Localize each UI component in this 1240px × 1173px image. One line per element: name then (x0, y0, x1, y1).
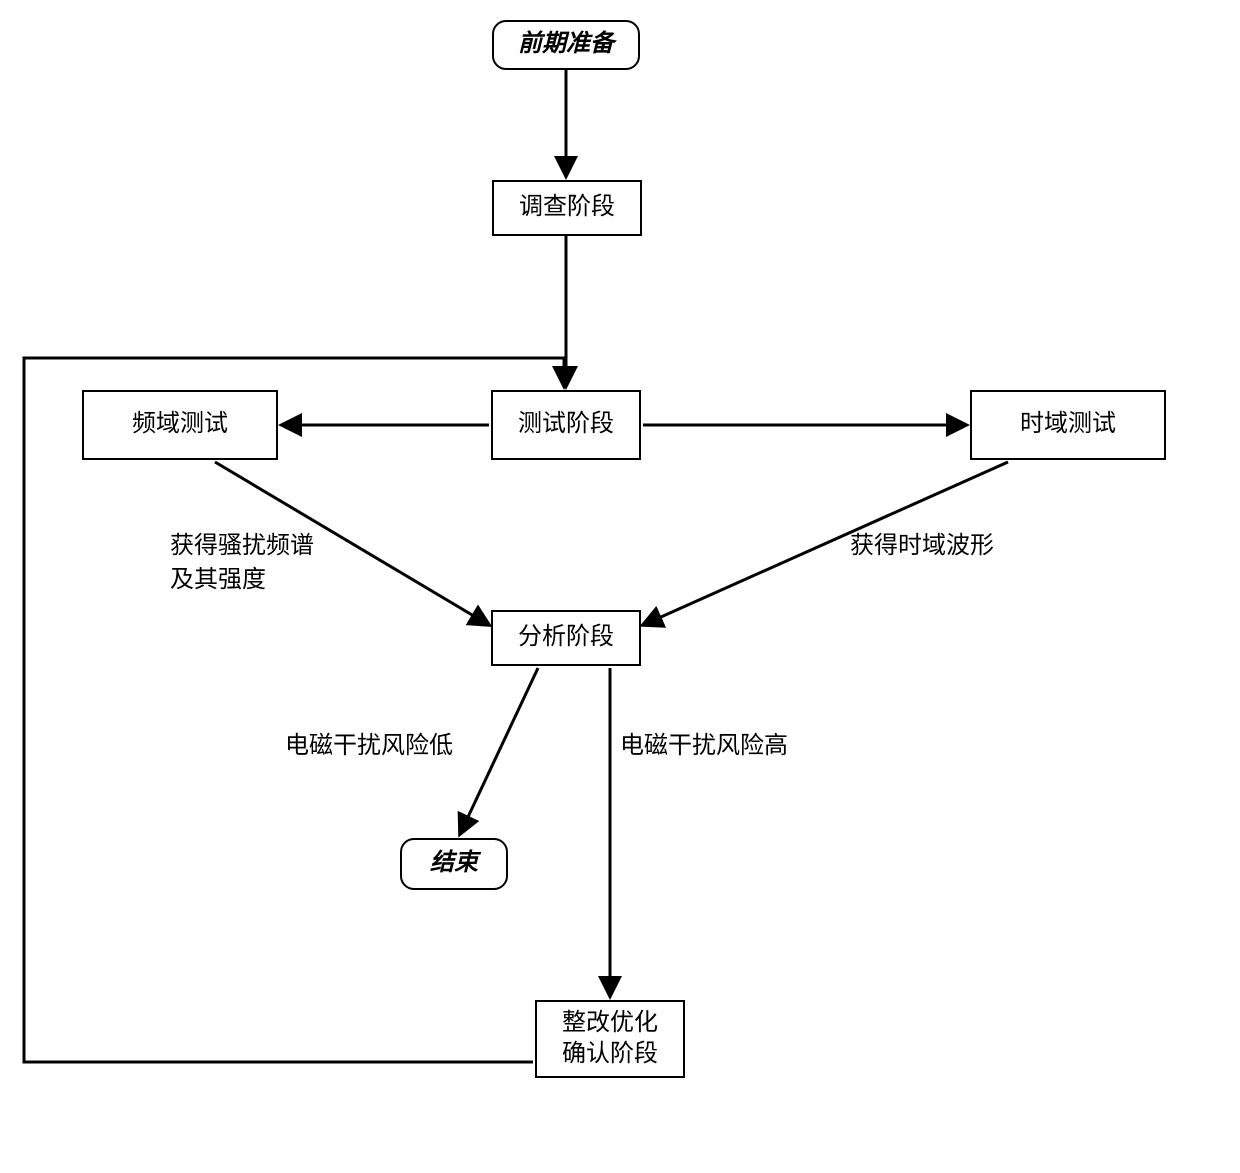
node-test: 测试阶段 (491, 390, 641, 460)
edge-label-low: 电磁干扰风险低 (285, 730, 453, 764)
arrow-analysis-end (460, 668, 538, 834)
node-end-label: 结束 (430, 848, 478, 879)
node-start-label: 前期准备 (518, 29, 614, 60)
node-time: 时域测试 (970, 390, 1166, 460)
node-test-label: 测试阶段 (518, 409, 614, 440)
edge-label-high: 电磁干扰风险高 (620, 730, 788, 764)
node-freq-label: 频域测试 (132, 409, 228, 440)
edge-label-time: 获得时域波形 (850, 530, 994, 564)
node-analysis: 分析阶段 (491, 610, 641, 666)
node-rectify-label: 整改优化 确认阶段 (562, 1008, 658, 1070)
node-end: 结束 (400, 838, 508, 890)
node-survey-label: 调查阶段 (519, 192, 615, 223)
arrow-rectify-loop (24, 358, 564, 1062)
node-start: 前期准备 (492, 20, 640, 70)
node-time-label: 时域测试 (1020, 409, 1116, 440)
node-survey: 调查阶段 (492, 180, 642, 236)
node-analysis-label: 分析阶段 (518, 622, 614, 653)
edge-label-freq: 获得骚扰频谱 及其强度 (170, 530, 314, 597)
node-rectify: 整改优化 确认阶段 (535, 1000, 685, 1078)
node-freq: 频域测试 (82, 390, 278, 460)
